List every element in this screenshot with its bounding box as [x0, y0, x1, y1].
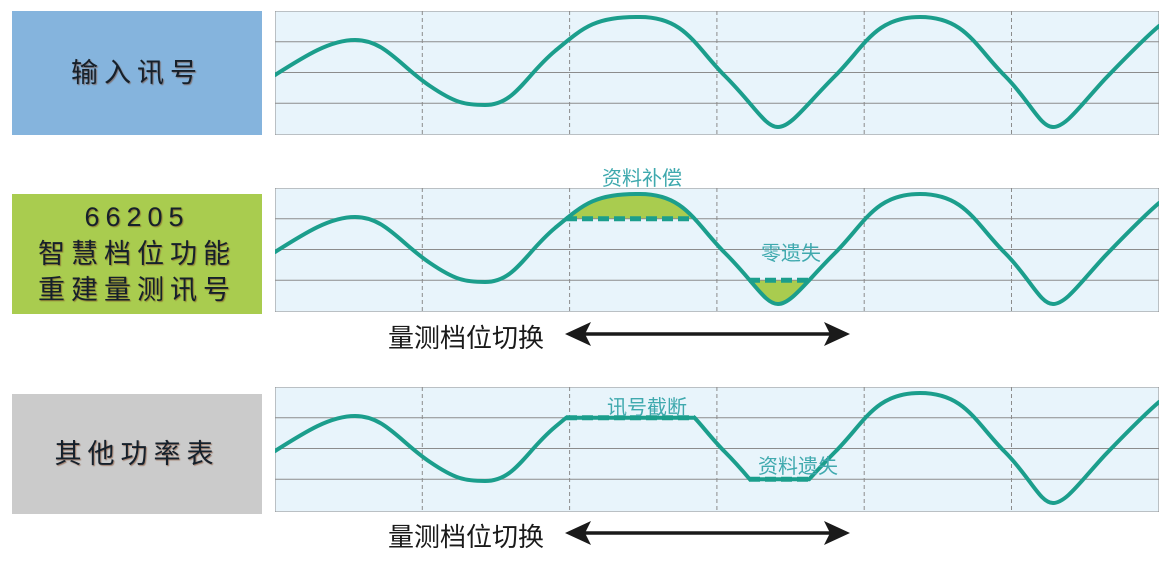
svg-text:零遗失: 零遗失	[761, 242, 821, 265]
